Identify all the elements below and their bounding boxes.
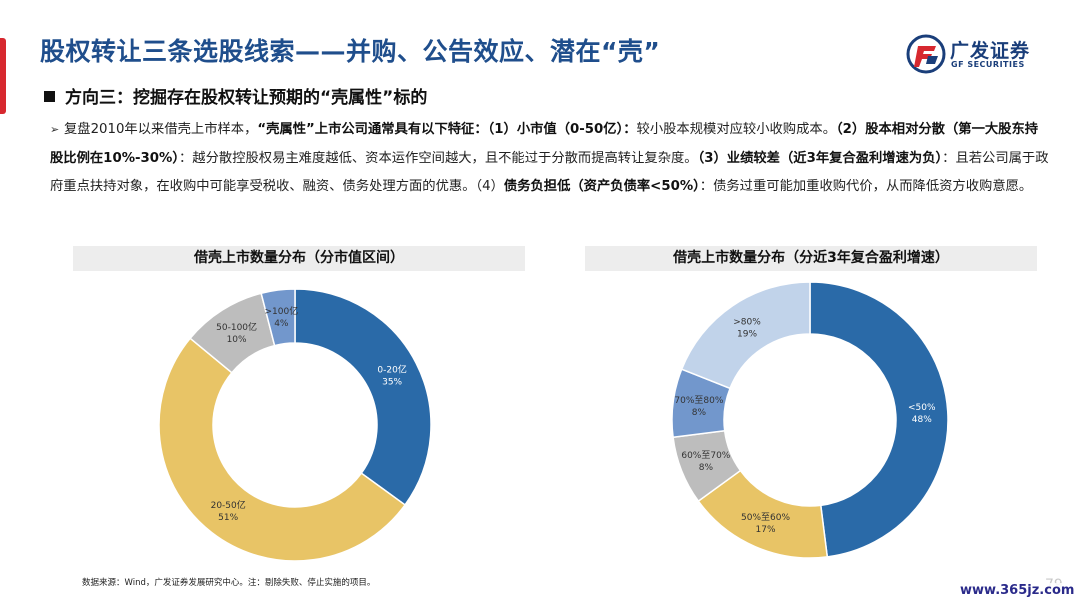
chart-title-market-cap: 借壳上市数量分布（分市值区间） [73,246,525,271]
para-text-3: ：越分散控股权易主难度越低、资本运作空间越大，且不能过于分散而提高转让复杂度。 [179,150,698,166]
donut-slice [680,281,811,390]
slice-category-label: 0-20亿 [377,364,406,376]
site-watermark: www.365jz.com [960,583,1075,598]
slice-value-label: 4% [274,319,289,329]
arrow-bullet-icon: ➢ [50,123,60,136]
donut-slice [294,288,432,506]
left-accent-bar [0,38,6,114]
slice-category-label: <50% [908,403,936,413]
gf-securities-logo: 广发证券 GF SECURITIES [906,34,1056,74]
slice-category-label: 50-100亿 [216,321,257,333]
para-bold-2: （2）股本相对分散（第一大股东持股比例在10%-30%） [50,122,1039,166]
slice-value-label: 17% [756,525,776,535]
summary-paragraph: ➢ 复盘2010年以来借壳上市样本，“壳属性”上市公司通常具有以下特征：（1）小市… [50,116,1050,202]
chart-title-profit-growth: 借壳上市数量分布（分近3年复合盈利增速） [585,246,1037,271]
slice-value-label: 10% [227,335,247,345]
donut-slice [260,288,296,347]
subheading-text: 方向三：挖掘存在股权转让预期的“壳属性”标的 [65,88,428,108]
para-text-5: ：债务过重可能加重收购代价，从而降低资方收购意愿。 [699,179,1033,194]
square-bullet-icon [44,91,55,102]
slice-category-label: >80% [733,317,761,327]
donut-slice [809,281,949,558]
slice-value-label: 8% [692,408,707,418]
section-subheading: 方向三：挖掘存在股权转让预期的“壳属性”标的 [44,83,427,108]
slice-value-label: 8% [699,463,714,473]
logo-text-cn: 广发证券 [950,40,1031,62]
slice-category-label: 50%至60% [741,512,790,523]
para-bold-4: 债务负担低（资产负债率<50%） [503,179,700,194]
slice-category-label: 60%至70% [681,450,730,461]
source-footnote: 数据来源：Wind，广发证券发展研究中心。注：剔除失败、停止实施的项目。 [82,578,376,588]
slice-category-label: >100亿 [264,305,298,317]
slice-category-label: 70%至80% [674,395,723,406]
page-title: 股权转让三条选股线索——并购、公告效应、潜在“壳” [40,37,661,66]
para-text-4: ：且若公司属于政府重点扶持对象，在收购中可能享受税收、融资、债务处理方面的优惠。… [50,150,1049,195]
donut-chart-market-cap: 0-20亿 35% 20-50亿 51% 50-100亿 10% >100亿 4% [158,288,432,562]
slice-value-label: 19% [737,329,757,339]
para-text-2: 较小股本规模对应较小收购成本。 [636,122,836,137]
slice-value-label: 48% [912,415,932,425]
slice-value-label: 51% [218,513,238,523]
slice-category-label: 20-50亿 [211,499,246,511]
donut-slice [158,337,407,562]
gf-logo-icon [906,34,946,74]
para-bold-3: （3）业绩较差（近3年复合盈利增速为负） [697,150,943,166]
donut-chart-profit-growth: <50% 48% 50%至60% 17% 60%至70% 8% 70%至80% 8% >80% 1… [671,281,949,559]
para-bold-1: “壳属性”上市公司通常具有以下特征：（1）小市值（0-50亿）： [257,122,637,137]
para-text-1: 复盘2010年以来借壳上市样本， [64,122,258,137]
logo-text-en: GF SECURITIES [951,60,1025,69]
slice-value-label: 35% [382,378,402,388]
